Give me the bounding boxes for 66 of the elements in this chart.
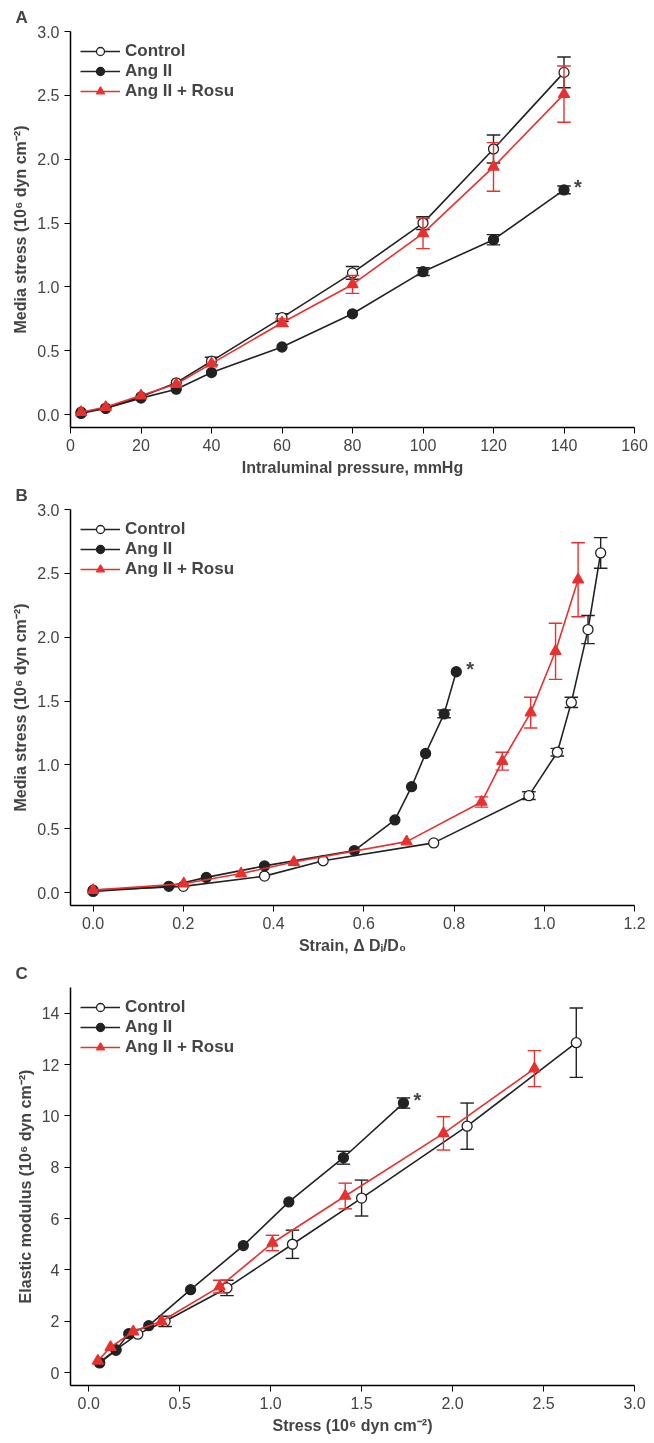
y-tick-label: 6 bbox=[50, 1210, 60, 1228]
x-tick-label: 160 bbox=[621, 436, 648, 454]
y-axis-title: Media stress (10⁶ dyn cm⁻²) bbox=[12, 603, 30, 812]
x-tick-label: 3.0 bbox=[623, 1394, 646, 1412]
x-tick-label: 0.2 bbox=[172, 914, 195, 932]
x-tick-label: 1.0 bbox=[259, 1394, 282, 1412]
x-tick-label: 80 bbox=[343, 436, 362, 454]
x-tick-label: 1.2 bbox=[623, 914, 646, 932]
chart-title: B bbox=[15, 485, 28, 505]
legend-label: Ang II bbox=[125, 539, 173, 559]
y-tick-label: 0 bbox=[50, 1364, 60, 1382]
x-tick-label: 0.4 bbox=[262, 914, 285, 932]
x-axis-title: Intraluminal pressure, mmHg bbox=[241, 458, 464, 476]
chart-title: C bbox=[15, 963, 28, 983]
y-tick-label: 0.5 bbox=[37, 342, 60, 360]
x-tick-label: 2.0 bbox=[441, 1394, 464, 1412]
y-tick-label: 2 bbox=[50, 1313, 60, 1331]
x-tick-label: 1.0 bbox=[533, 914, 556, 932]
x-tick-label: 60 bbox=[273, 436, 291, 454]
y-tick-label: 10 bbox=[41, 1107, 60, 1125]
x-tick-label: 0 bbox=[66, 436, 76, 454]
legend-label: Ang II + Rosu bbox=[125, 1037, 235, 1057]
annotation: * bbox=[413, 1089, 422, 1112]
y-tick-label: 12 bbox=[41, 1056, 60, 1074]
y-tick-label: 2.0 bbox=[37, 151, 60, 169]
x-tick-label: 40 bbox=[202, 436, 221, 454]
x-tick-label: 120 bbox=[480, 436, 507, 454]
y-tick-label: 1.5 bbox=[37, 215, 60, 233]
x-tick-label: 0.0 bbox=[77, 1394, 100, 1412]
x-tick-label: 20 bbox=[132, 436, 150, 454]
y-tick-label: 0.5 bbox=[37, 820, 60, 838]
annotation: * bbox=[574, 175, 582, 198]
x-tick-label: 140 bbox=[550, 436, 578, 454]
annotation: * bbox=[466, 657, 475, 680]
y-tick-label: 3.0 bbox=[37, 501, 60, 519]
x-axis-title: Stress (10⁶ dyn cm⁻²) bbox=[272, 1416, 433, 1434]
legend-label: Ang II bbox=[125, 61, 173, 81]
x-tick-label: 2.5 bbox=[532, 1394, 555, 1412]
x-tick-label: 0.6 bbox=[352, 914, 375, 932]
y-tick-label: 1.5 bbox=[37, 693, 60, 711]
x-tick-label: 0.5 bbox=[168, 1394, 191, 1412]
y-tick-label: 1.0 bbox=[37, 278, 60, 296]
x-tick-label: 1.5 bbox=[350, 1394, 373, 1412]
y-tick-label: 1.0 bbox=[37, 756, 60, 774]
legend-label: Control bbox=[125, 997, 186, 1017]
y-axis-title: Elastic modulus (10⁶ dyn cm⁻²) bbox=[16, 1069, 34, 1304]
x-tick-label: 0.8 bbox=[442, 914, 466, 932]
x-tick-label: 0.0 bbox=[81, 914, 105, 932]
y-axis-title: Media stress (10⁶ dyn cm⁻²) bbox=[12, 125, 30, 334]
y-tick-label: 4 bbox=[50, 1261, 60, 1279]
legend-label: Control bbox=[125, 519, 186, 539]
y-tick-label: 0.0 bbox=[37, 406, 60, 424]
x-tick-label: 100 bbox=[409, 436, 437, 454]
x-axis-title: Strain, Δ Dᵢ/D₀ bbox=[298, 936, 407, 954]
y-tick-label: 14 bbox=[41, 1005, 60, 1023]
legend-label: Control bbox=[125, 41, 186, 61]
y-tick-label: 3.0 bbox=[37, 23, 60, 41]
y-tick-label: 2.0 bbox=[37, 629, 60, 647]
y-tick-label: 0.0 bbox=[37, 884, 60, 902]
legend-label: Ang II + Rosu bbox=[125, 81, 235, 101]
legend-label: Ang II bbox=[125, 1017, 173, 1037]
y-tick-label: 8 bbox=[50, 1159, 60, 1177]
y-tick-label: 2.5 bbox=[37, 87, 60, 105]
chart-title: A bbox=[15, 7, 28, 27]
y-tick-label: 2.5 bbox=[37, 565, 60, 583]
legend-label: Ang II + Rosu bbox=[125, 559, 235, 579]
